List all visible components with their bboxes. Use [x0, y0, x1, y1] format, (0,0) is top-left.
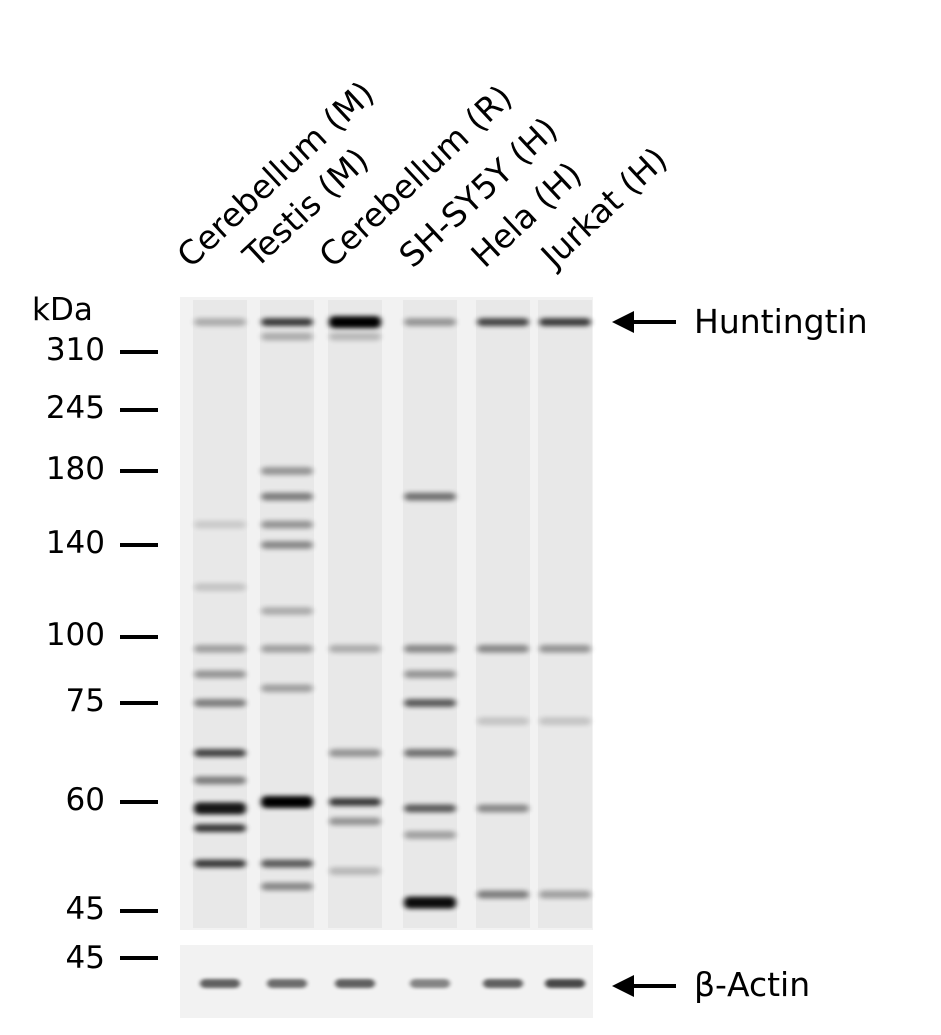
protein-band [404, 492, 456, 501]
protein-band [404, 644, 456, 653]
marker-label: 100 [45, 617, 105, 653]
protein-band [404, 699, 456, 707]
lane-smear [328, 300, 382, 928]
protein-band [194, 318, 246, 327]
protein-band [261, 318, 313, 327]
protein-band [404, 318, 456, 327]
protein-band [261, 492, 313, 501]
protein-band [261, 606, 313, 615]
actin-band [483, 979, 523, 988]
protein-band [194, 583, 246, 592]
protein-band [194, 859, 246, 868]
protein-band [261, 520, 313, 529]
actin-band [410, 979, 450, 988]
protein-band [261, 541, 313, 549]
lane-smear [476, 300, 530, 928]
protein-band [404, 670, 456, 679]
protein-band [477, 890, 529, 899]
protein-band [329, 798, 381, 806]
protein-band [261, 644, 313, 653]
protein-band [194, 749, 246, 758]
protein-band [194, 802, 246, 815]
protein-band [194, 644, 246, 653]
actin-marker-label: 45 [65, 940, 105, 976]
marker-tick [120, 800, 158, 804]
actin-arrow-icon [612, 975, 676, 997]
protein-band [539, 318, 591, 327]
protein-band [329, 867, 381, 876]
protein-band [477, 644, 529, 653]
marker-tick [120, 543, 158, 547]
marker-label: 75 [65, 683, 105, 719]
protein-band [329, 749, 381, 758]
marker-tick [120, 701, 158, 705]
marker-tick [120, 909, 158, 913]
marker-label: 140 [45, 525, 105, 561]
marker-label: 310 [45, 332, 105, 368]
protein-band [404, 804, 456, 813]
protein-band [477, 804, 529, 813]
protein-band [261, 332, 313, 341]
actin-blot-membrane [180, 945, 593, 1018]
protein-band [477, 717, 529, 726]
marker-tick [120, 469, 158, 473]
actin-band [267, 979, 307, 988]
protein-band [329, 316, 381, 329]
protein-band [329, 817, 381, 826]
marker-tick [120, 350, 158, 354]
protein-band [404, 896, 456, 909]
protein-band [261, 882, 313, 891]
protein-band [261, 467, 313, 475]
protein-band [539, 644, 591, 653]
protein-band [261, 859, 313, 868]
protein-band [539, 890, 591, 899]
protein-band [477, 318, 529, 327]
marker-label: 45 [65, 891, 105, 927]
protein-band [261, 796, 313, 808]
actin-band [335, 979, 375, 988]
marker-tick [120, 635, 158, 639]
kda-unit-label: kDa [32, 292, 93, 328]
lane-smear [193, 300, 247, 928]
beta-actin-label: β-Actin [694, 965, 811, 1004]
protein-band [329, 332, 381, 341]
protein-band [404, 749, 456, 758]
marker-label: 60 [65, 782, 105, 818]
marker-label: 180 [45, 451, 105, 487]
protein-band [194, 699, 246, 707]
protein-band [539, 717, 591, 726]
marker-tick [120, 408, 158, 412]
protein-band [194, 776, 246, 785]
huntingtin-arrow-icon [612, 311, 676, 333]
actin-band [200, 979, 240, 988]
lane-smear [538, 300, 592, 928]
marker-label: 245 [45, 390, 105, 426]
protein-band [329, 644, 381, 653]
huntingtin-label: Huntingtin [694, 302, 868, 341]
main-blot-membrane [180, 297, 593, 930]
protein-band [261, 684, 313, 693]
lane-smear [403, 300, 457, 928]
protein-band [194, 824, 246, 833]
protein-band [194, 670, 246, 679]
actin-marker-tick [120, 956, 158, 960]
actin-band [545, 979, 585, 988]
protein-band [404, 830, 456, 839]
protein-band [194, 520, 246, 529]
